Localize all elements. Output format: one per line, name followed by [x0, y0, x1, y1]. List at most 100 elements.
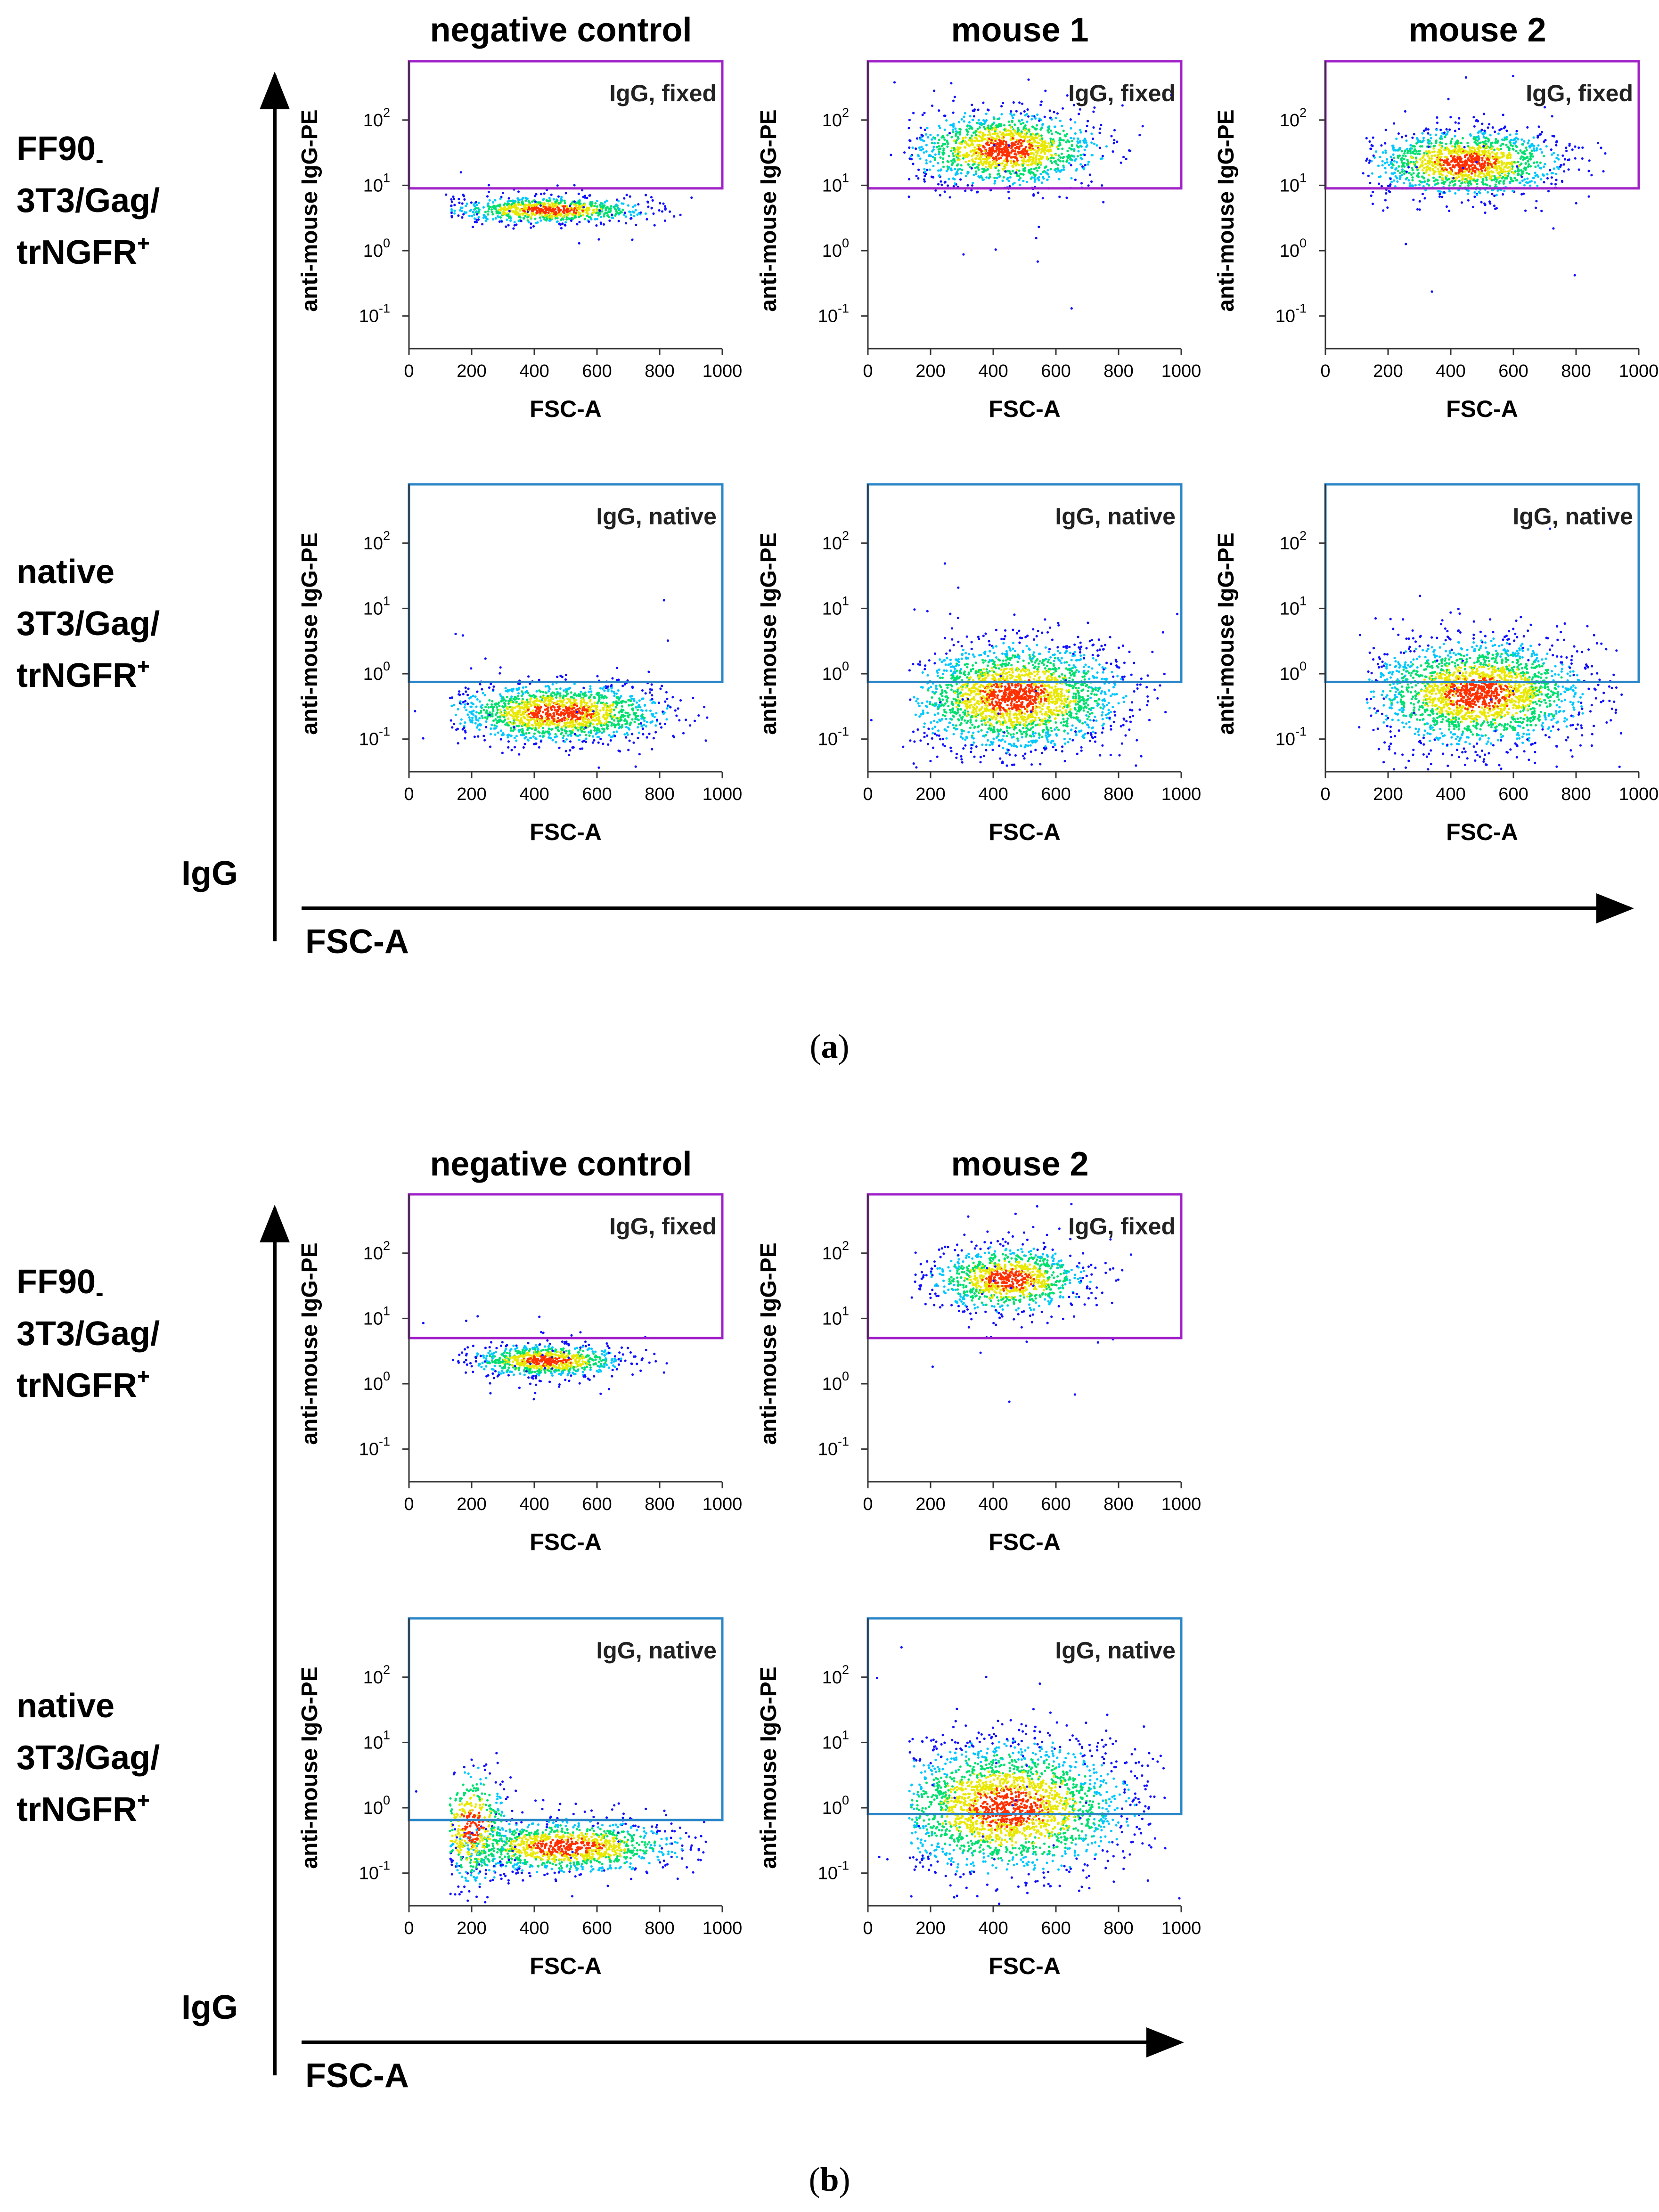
- data-point: [1528, 139, 1530, 142]
- outlier-point: [1524, 210, 1527, 212]
- data-point: [1563, 163, 1565, 165]
- data-point: [925, 159, 928, 162]
- outlier-point: [1416, 208, 1419, 211]
- data-point: [1498, 161, 1501, 163]
- data-point: [500, 220, 503, 222]
- data-point: [929, 160, 932, 163]
- data-point: [1035, 128, 1038, 130]
- y-tick-exponent: 0: [1299, 236, 1307, 250]
- data-point: [1102, 201, 1104, 203]
- data-point: [1461, 201, 1463, 204]
- data-point: [664, 205, 666, 207]
- data-point: [1018, 170, 1021, 172]
- data-point: [1410, 185, 1412, 187]
- data-point: [617, 200, 620, 202]
- data-point: [1389, 183, 1391, 186]
- data-point: [1028, 140, 1030, 143]
- data-point: [465, 690, 467, 693]
- outlier-point: [1512, 75, 1514, 77]
- outlier-point: [520, 220, 523, 222]
- data-point: [1401, 171, 1404, 173]
- data-point: [1536, 185, 1538, 187]
- data-point: [1534, 171, 1536, 174]
- data-point: [1068, 140, 1071, 143]
- data-point: [1446, 128, 1448, 131]
- data-point: [1498, 181, 1500, 183]
- data-point: [1458, 117, 1460, 120]
- data-point: [1079, 129, 1081, 131]
- y-tick-exponent: 2: [383, 106, 390, 120]
- data-point: [505, 687, 507, 689]
- data-point: [472, 211, 474, 213]
- data-point: [940, 168, 942, 171]
- data-point: [577, 708, 579, 710]
- data-point: [1372, 203, 1374, 205]
- data-point: [1389, 155, 1392, 158]
- outlier-point: [1462, 167, 1464, 169]
- data-point: [539, 735, 541, 737]
- data-point: [1437, 168, 1439, 170]
- data-point: [615, 204, 618, 206]
- data-point: [1070, 127, 1072, 130]
- data-point: [582, 719, 584, 722]
- data-point: [538, 704, 540, 707]
- data-point: [1484, 212, 1486, 214]
- data-point: [526, 729, 529, 731]
- data-point: [535, 211, 538, 213]
- x-tick-label: 600: [1041, 361, 1071, 381]
- data-point: [570, 691, 572, 694]
- data-point: [1016, 133, 1019, 135]
- data-point: [1446, 205, 1448, 208]
- data-point: [1486, 155, 1488, 157]
- data-point: [989, 147, 991, 149]
- data-point: [1452, 166, 1455, 168]
- data-point: [629, 721, 632, 724]
- data-point: [508, 711, 510, 713]
- data-point: [926, 169, 928, 171]
- data-point: [981, 139, 983, 142]
- data-point: [1017, 129, 1020, 131]
- data-point: [484, 211, 487, 213]
- data-point: [954, 182, 956, 185]
- data-point: [499, 672, 501, 675]
- data-point: [1423, 180, 1426, 183]
- data-point: [1512, 139, 1515, 141]
- data-point: [637, 719, 640, 721]
- data-point: [478, 728, 481, 731]
- data-point: [946, 146, 948, 148]
- data-point: [952, 122, 955, 125]
- data-point: [1044, 153, 1046, 155]
- data-point: [1438, 171, 1441, 173]
- data-point: [664, 207, 667, 210]
- data-point: [461, 210, 463, 212]
- data-point: [1458, 180, 1461, 182]
- x-tick-label: 0: [863, 361, 873, 381]
- data-point: [918, 147, 921, 149]
- data-point: [1018, 175, 1020, 177]
- outlier-point: [527, 211, 529, 213]
- data-point: [1472, 170, 1474, 172]
- data-point: [541, 212, 543, 214]
- data-point: [557, 196, 560, 198]
- outlier-point: [588, 220, 590, 223]
- outlier-point: [1549, 169, 1551, 171]
- data-point: [992, 156, 994, 159]
- data-point: [1524, 153, 1526, 155]
- data-point: [1419, 158, 1422, 161]
- data-point: [512, 707, 515, 709]
- data-point: [1014, 131, 1017, 134]
- data-point: [1438, 173, 1441, 175]
- data-point: [973, 115, 975, 117]
- data-point: [565, 702, 568, 704]
- data-point: [590, 732, 592, 734]
- data-point: [1458, 168, 1461, 171]
- data-point: [1369, 147, 1372, 150]
- data-point: [488, 191, 490, 193]
- data-point: [510, 726, 512, 729]
- data-point: [666, 707, 668, 710]
- data-point: [1022, 122, 1024, 124]
- y-axis-label: anti-mouse IgG-PE: [756, 109, 781, 311]
- data-point: [459, 722, 462, 725]
- data-point: [986, 161, 988, 163]
- data-point: [581, 747, 583, 750]
